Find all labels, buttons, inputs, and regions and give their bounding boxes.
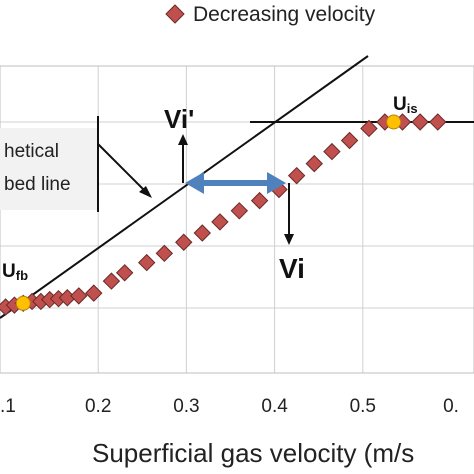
data-point-18 [250,191,269,210]
uis-label-main: U [393,94,407,115]
data-point-12 [138,253,156,272]
callout-line-1: hetical [4,141,59,162]
uis-label: Uis [393,94,418,116]
x-axis-label: Superficial gas velocity (m/s [92,438,414,468]
ufb-label-text: Ufb [2,261,28,283]
vi-arrow-head [284,234,294,245]
legend-marker [165,4,185,24]
ufb-label-main: U [2,261,16,282]
data-point-14 [175,233,193,251]
x-tick-label-4: 0.5 [350,396,376,417]
data-point-27 [411,113,429,131]
vi-prime-arrow: Vi' [164,104,194,183]
key-point-uis [386,114,402,130]
x-tick-label-0: .1 [0,396,16,417]
ufb-label: Ufb [2,261,28,283]
data-point-23 [340,131,359,150]
data-point-24 [360,119,378,138]
x-tick-label-1: 0.2 [85,396,111,417]
vi-label: Vi [279,253,305,284]
data-point-11 [115,264,134,282]
velocity-gap-arrow [185,172,286,194]
series-decreasing-velocity [0,113,447,316]
callout-pointer-head [139,186,152,198]
x-axis-ticks: .1 0.2 0.3 0.4 0.5 0. [0,396,459,417]
legend: Decreasing velocity [165,3,376,26]
vi-prime-label: Vi' [164,104,194,134]
data-point-20 [287,166,306,185]
callout-pointer [97,143,151,197]
velocity-gap-arrow-left-head [185,172,204,194]
vi-prime-arrow-head [178,134,188,145]
data-point-16 [211,213,229,231]
data-point-8 [70,287,88,305]
uis-label-sub: is [407,101,418,116]
x-tick-label-5: 0. [443,396,459,417]
key-point-ufb [15,295,31,311]
legend-entry: Decreasing velocity [193,3,376,26]
hypothetical-bed-line [0,55,369,319]
plot-area [0,65,474,374]
key-points [15,114,402,311]
uis-label-text: Uis [393,94,418,116]
x-tick-label-2: 0.3 [173,396,199,417]
hypothetical-bed-line-callout: hetical bed line [0,116,152,212]
vi-arrow: Vi [279,183,305,284]
callout-box [0,128,98,210]
data-point-17 [230,202,249,220]
data-point-13 [155,244,174,263]
velocity-gap-arrow-right-head [267,172,286,194]
callout-line-2: bed line [4,174,71,195]
data-point-21 [305,154,323,173]
data-point-10 [102,272,121,290]
ufb-label-sub: fb [16,268,28,283]
data-point-15 [193,224,211,242]
data-point-28 [429,113,447,131]
data-point-9 [85,284,103,302]
data-point-22 [323,142,341,161]
x-tick-label-3: 0.4 [261,396,288,417]
